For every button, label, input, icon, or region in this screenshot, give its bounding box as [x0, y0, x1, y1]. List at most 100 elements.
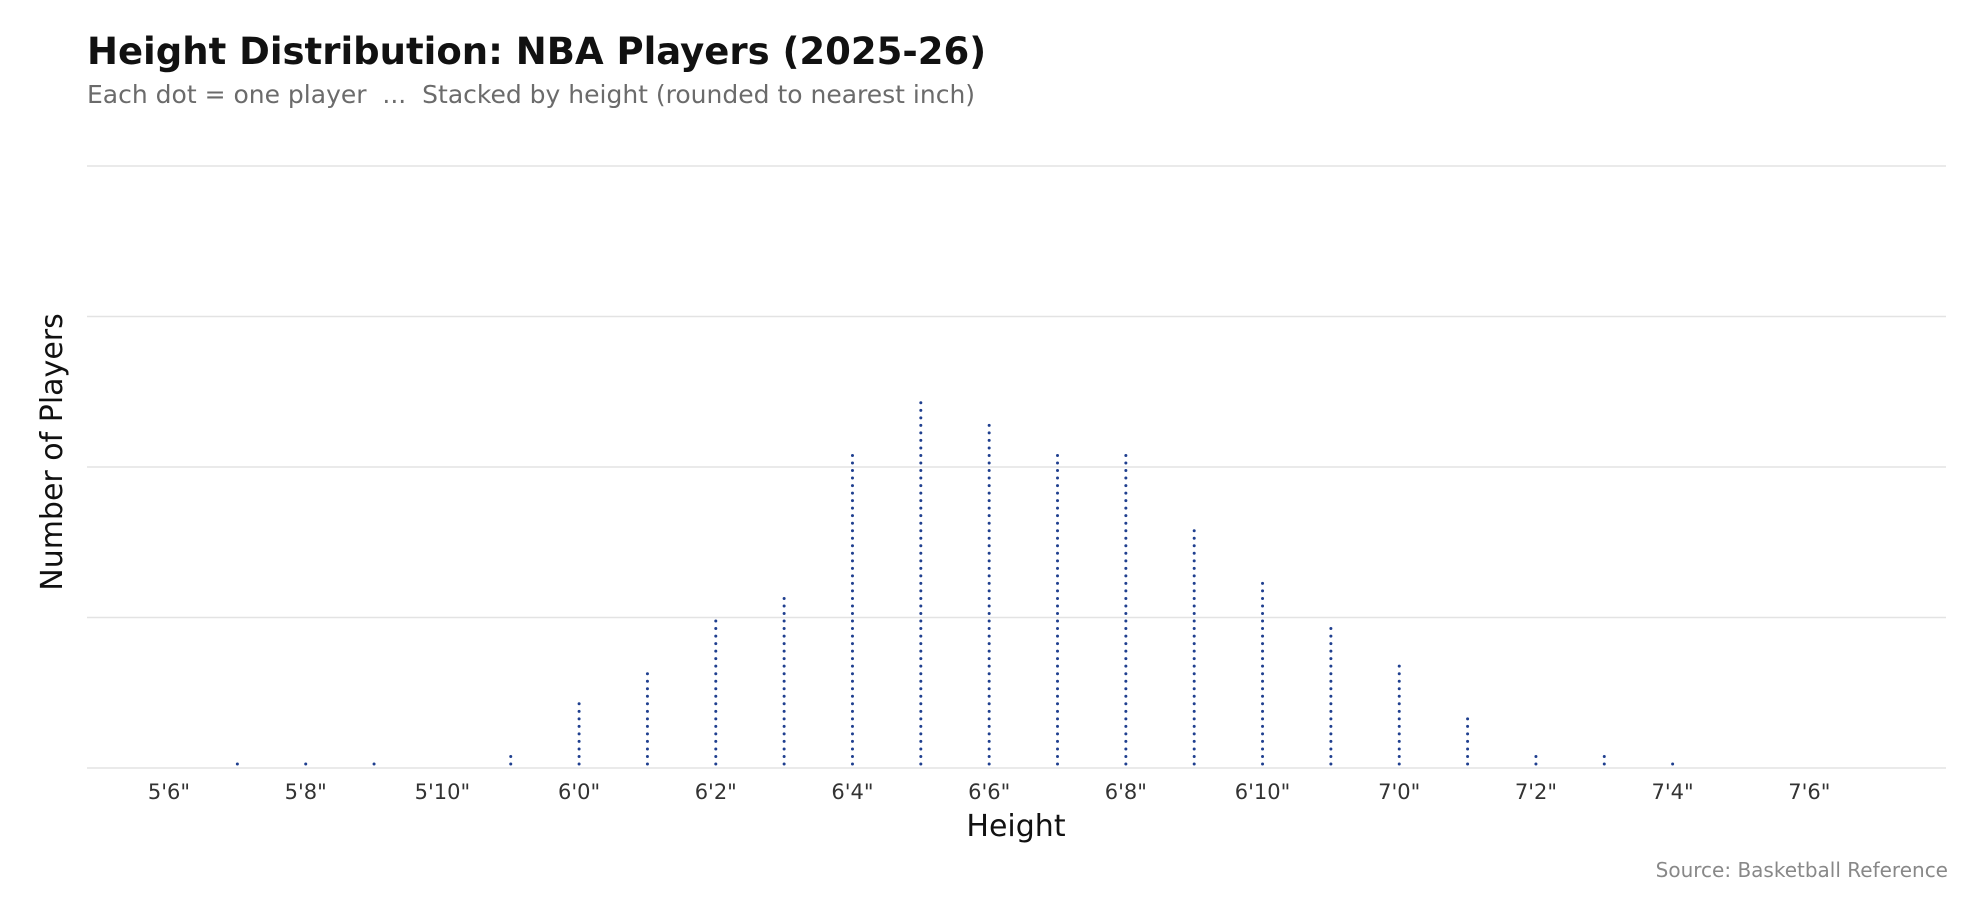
player-dot [987, 499, 991, 503]
player-dot [645, 747, 649, 751]
player-dot [919, 694, 923, 698]
player-dot [645, 709, 649, 713]
player-dot [850, 453, 854, 457]
x-tick-label: 7'6" [1788, 780, 1830, 804]
player-dot [987, 634, 991, 638]
chart-title: Height Distribution: NBA Players (2025-2… [87, 30, 987, 73]
player-dot [1397, 664, 1401, 668]
player-dot [1056, 521, 1060, 525]
player-dot [1192, 529, 1196, 533]
dot-column-68 [304, 762, 308, 766]
player-dot [1124, 619, 1128, 623]
dot-column-71 [509, 754, 513, 766]
player-dot [1124, 559, 1128, 563]
player-dot [1124, 717, 1128, 721]
dot-column-72 [577, 702, 581, 766]
player-dot [1192, 702, 1196, 706]
player-dot [782, 702, 786, 706]
player-dot [1261, 739, 1265, 743]
player-dot [235, 762, 239, 766]
x-tick-label: 7'0" [1378, 780, 1420, 804]
player-dot [919, 566, 923, 570]
player-dot [1056, 649, 1060, 653]
player-dot [1056, 672, 1060, 676]
player-dot [850, 754, 854, 758]
player-dot [372, 762, 376, 766]
player-dot [1124, 574, 1128, 578]
player-dot [1056, 491, 1060, 495]
player-dot [919, 687, 923, 691]
player-dot [987, 709, 991, 713]
x-tick-label: 5'10" [415, 780, 471, 804]
player-dot [919, 559, 923, 563]
player-dot [1056, 529, 1060, 533]
player-dot [577, 739, 581, 743]
dot-series [235, 401, 1675, 766]
player-dot [1056, 664, 1060, 668]
player-dot [1056, 679, 1060, 683]
player-dot [1056, 627, 1060, 631]
player-dot [714, 679, 718, 683]
player-dot [1192, 551, 1196, 555]
player-dot [714, 687, 718, 691]
player-dot [850, 604, 854, 608]
x-tick-label: 5'8" [285, 780, 327, 804]
player-dot [1192, 664, 1196, 668]
player-dot [850, 506, 854, 510]
player-dot [1261, 627, 1265, 631]
player-dot [714, 619, 718, 623]
dot-column-74 [714, 619, 718, 766]
player-dot [1056, 499, 1060, 503]
player-dot [714, 627, 718, 631]
player-dot [1056, 634, 1060, 638]
player-dot [1466, 732, 1470, 736]
dot-column-75 [782, 596, 786, 766]
player-dot [1124, 589, 1128, 593]
player-dot [1261, 709, 1265, 713]
player-dot [919, 476, 923, 480]
player-dot [782, 649, 786, 653]
player-dot [850, 717, 854, 721]
player-dot [1056, 709, 1060, 713]
player-dot [919, 589, 923, 593]
player-dot [1329, 679, 1333, 683]
player-dot [987, 461, 991, 465]
player-dot [1192, 589, 1196, 593]
player-dot [987, 589, 991, 593]
player-dot [1261, 657, 1265, 661]
player-dot [919, 672, 923, 676]
player-dot [1397, 687, 1401, 691]
player-dot [782, 672, 786, 676]
player-dot [987, 581, 991, 585]
player-dot [1124, 484, 1128, 488]
player-dot [1192, 574, 1196, 578]
player-dot [1466, 747, 1470, 751]
player-dot [1261, 702, 1265, 706]
player-dot [1466, 762, 1470, 766]
player-dot [919, 657, 923, 661]
player-dot [1056, 544, 1060, 548]
player-dot [1397, 702, 1401, 706]
player-dot [850, 664, 854, 668]
player-dot [850, 499, 854, 503]
player-dot [645, 732, 649, 736]
player-dot [1124, 702, 1128, 706]
dot-column-83 [1329, 627, 1333, 766]
player-dot [1056, 589, 1060, 593]
player-dot [850, 566, 854, 570]
player-dot [850, 634, 854, 638]
dot-column-88 [1671, 762, 1675, 766]
player-dot [1124, 604, 1128, 608]
gridlines [87, 165, 1946, 769]
player-dot [782, 627, 786, 631]
player-dot [1124, 499, 1128, 503]
player-dot [987, 627, 991, 631]
player-dot [1192, 544, 1196, 548]
player-dot [1192, 559, 1196, 563]
player-dot [919, 717, 923, 721]
player-dot [1056, 694, 1060, 698]
player-dot [1602, 754, 1606, 758]
player-dot [919, 679, 923, 683]
dot-column-82 [1261, 581, 1265, 766]
player-dot [1056, 604, 1060, 608]
